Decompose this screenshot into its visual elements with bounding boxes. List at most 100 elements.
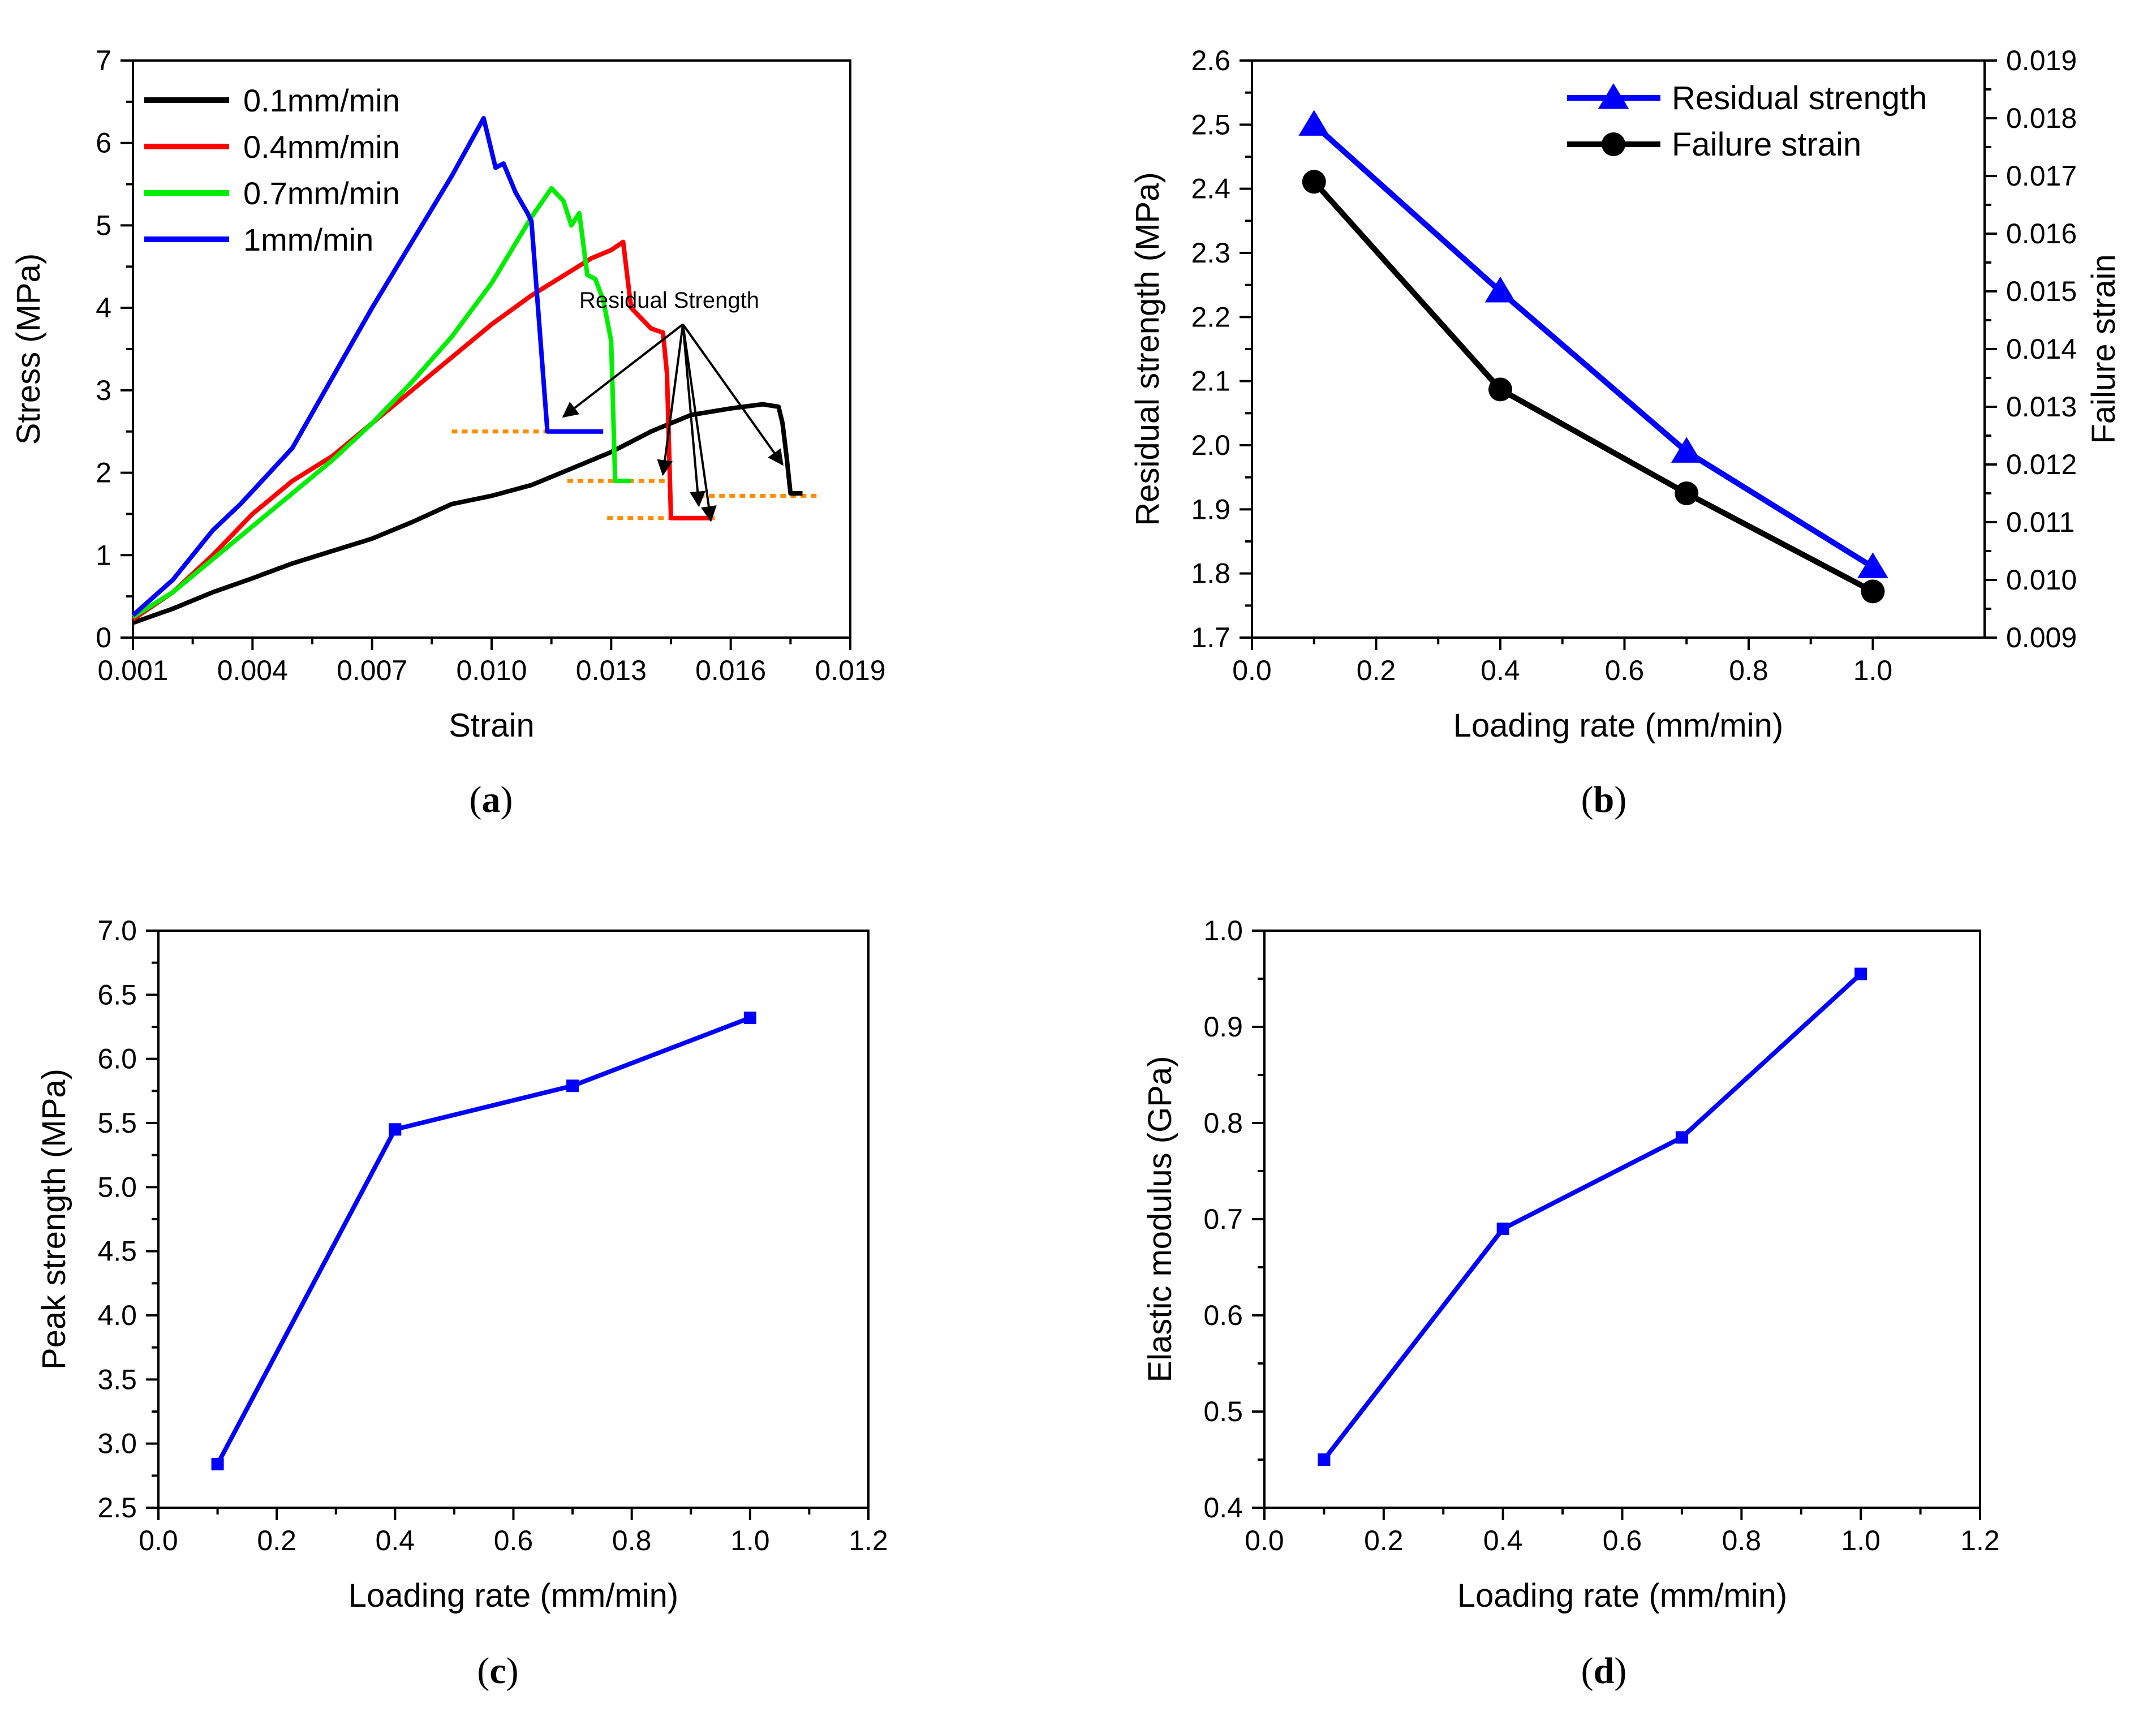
y-tick-label-c: 6.0 [97,1043,137,1075]
legend-marker-Residual strength [1598,83,1629,109]
series-line-0.4mm/min [131,239,711,622]
point-Elastic modulus [1675,1131,1688,1144]
point-Elastic modulus [1854,967,1867,980]
y2-tick-label: 0.009 [2006,622,2077,653]
annotation-text: Residual Strength [579,288,759,313]
legend-label-1mm/min: 1mm/min [243,222,373,257]
point-Failure strain [1675,481,1699,505]
caption-letter: c [489,1650,506,1692]
y-tick-label-d: 0.6 [1203,1300,1243,1331]
y-tick-label-b: 2.2 [1191,301,1230,333]
series-line-0.7mm/min [131,186,631,619]
y-axis-label-c: Peak strength (MPa) [36,1069,72,1370]
y-tick-label-b: 2.0 [1191,429,1230,461]
x-axis-label-c: Loading rate (mm/min) [348,1577,678,1614]
x-tick-label-a: 0.019 [815,655,885,686]
caption-d: (d) [1581,1650,1627,1692]
y2-tick-label: 0.019 [2006,45,2077,76]
y-tick-label-b: 2.1 [1191,365,1230,397]
point-Elastic modulus [1496,1223,1509,1235]
x-tick-label-c: 0.0 [139,1525,178,1556]
y2-tick-label: 0.012 [2006,449,2077,480]
y-tick-label-a: 0 [96,622,111,653]
annotation-arrow [682,324,706,507]
caption-letter: d [1594,1650,1615,1692]
point-Failure strain [1861,579,1885,604]
y2-tick-label: 0.010 [2006,564,2077,596]
point-Peak strength [389,1123,402,1136]
y-tick-label-a: 6 [96,127,111,159]
x-tick-label-b: 0.0 [1232,655,1272,686]
legend-marker-Failure strain [1602,132,1625,156]
x-tick-label-d: 1.0 [1841,1525,1880,1556]
y2-tick-label: 0.011 [2006,506,2075,538]
x-axis-label-a: Strain [449,707,535,744]
x-tick-label-b: 0.4 [1481,655,1520,686]
series-line-Elastic modulus [1322,972,1862,1461]
caption-b: (b) [1581,779,1627,820]
panel-d: 0.0 0.2 0.4 0.6 0.8 1.0 1.2 0.4 0.5 0.6 0.7 0.8 0.9 1… [1142,915,2000,1692]
legend-label-0.4mm/min: 0.4mm/min [243,129,400,165]
caption-paren-close: ) [1614,779,1626,820]
y-tick-label-c: 6.5 [97,979,137,1010]
y-axis-label-d: Elastic modulus (GPa) [1142,1056,1178,1383]
point-Residual strength [1857,552,1888,578]
y2-tick-label: 0.016 [2006,218,2077,249]
x-tick-label-c: 0.2 [257,1525,296,1556]
caption-paren-close: ) [501,779,513,820]
point-Peak strength [743,1012,756,1025]
point-Failure strain [1488,377,1512,402]
point-Residual strength [1298,110,1330,136]
y-tick-label-b: 2.4 [1191,173,1230,205]
y-tick-label-c: 5.0 [97,1171,137,1203]
x-tick-label-d: 0.0 [1245,1525,1284,1556]
caption-paren-close: ) [1614,1650,1626,1692]
y-tick-label-d: 0.8 [1203,1107,1243,1139]
annotation-arrow [657,324,685,476]
y-tick-label-c: 4.0 [97,1300,137,1331]
x-axis-label-d: Loading rate (mm/min) [1457,1577,1787,1614]
annotation-arrow [682,324,717,522]
x-tick-label-d: 0.8 [1722,1525,1762,1556]
y2-tick-label: 0.014 [2006,333,2077,365]
caption-paren-open: ( [1581,779,1594,820]
y2-axis-label: Failure strain [2085,254,2122,444]
caption-paren-open: ( [470,779,482,820]
y-tick-label-c: 5.5 [97,1107,137,1139]
point-Peak strength [566,1079,579,1092]
x-tick-label-a: 0.004 [217,655,288,686]
y-tick-label-d: 1.0 [1203,915,1243,946]
y-tick-label-b: 2.5 [1191,109,1230,140]
y-tick-label-d: 0.7 [1203,1203,1243,1235]
x-tick-label-c: 1.2 [849,1525,888,1556]
point-Failure strain [1302,170,1326,194]
x-axis-label-b: Loading rate (mm/min) [1453,707,1783,744]
annotation-arrow [682,324,784,466]
legend-label-0.7mm/min: 0.7mm/min [243,175,400,211]
y-tick-label-a: 7 [96,45,111,76]
y-tick-label-c: 3.5 [97,1363,137,1395]
panel-b: 0.0 0.2 0.4 0.6 0.8 1.0 1.7 1.8 1.9 2.0 2.1 2.2 2.3 2… [1129,45,2122,820]
legend-label-0.1mm/min: 0.1mm/min [243,83,400,118]
y-tick-label-c: 3.0 [97,1428,137,1460]
x-tick-label-b: 0.2 [1357,655,1396,686]
y2-tick-label: 0.015 [2006,276,2077,307]
caption-letter: a [482,779,501,820]
caption-paren-open: ( [477,1650,489,1692]
x-tick-label-d: 0.4 [1483,1525,1523,1556]
x-tick-label-d: 1.2 [1960,1525,2000,1556]
x-tick-label-a: 0.001 [97,655,168,686]
y-tick-label-a: 1 [96,539,111,571]
y-tick-label-a: 4 [96,292,111,324]
caption-paren-open: ( [1581,1650,1594,1692]
x-tick-label-c: 0.8 [612,1525,652,1556]
x-tick-label-b: 0.6 [1605,655,1645,686]
y-axis-label-a: Stress (MPa) [10,253,47,445]
y-tick-label-c: 7.0 [97,915,137,946]
x-tick-label-c: 0.4 [376,1525,415,1556]
y-tick-label-a: 2 [96,457,111,489]
x-tick-label-d: 0.6 [1603,1525,1642,1556]
series-line-1mm/min [131,116,604,617]
